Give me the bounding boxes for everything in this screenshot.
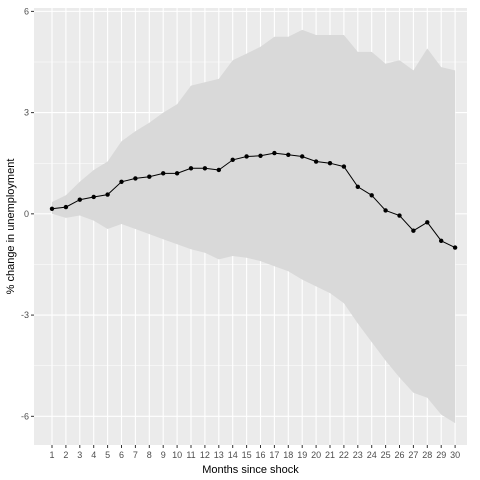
x-axis-ticks: 1 2 3 4 5 6 7 8 9 10 11 12 13 14 15 16 17 18 19 20 21 22 23 24 2… (49, 445, 460, 460)
data-point (397, 213, 402, 218)
data-point (300, 154, 305, 159)
x-tick-label: 16 (255, 450, 265, 460)
data-point (77, 197, 83, 202)
x-tick-label: 9 (161, 450, 166, 460)
x-tick-label: 7 (133, 450, 138, 460)
x-tick-label: 28 (422, 450, 432, 460)
data-point (369, 193, 374, 198)
x-tick-label: 17 (269, 450, 279, 460)
data-point (341, 164, 347, 169)
x-tick-label: 20 (311, 450, 321, 460)
x-tick-label: 2 (63, 450, 68, 460)
data-point (119, 179, 124, 184)
x-tick-label: 5 (105, 450, 110, 460)
data-point (327, 161, 333, 166)
x-tick-label: 24 (367, 450, 377, 460)
data-point (258, 153, 263, 159)
x-tick-label: 1 (49, 450, 54, 460)
data-points (49, 150, 458, 250)
x-axis-title: Months since shock (202, 464, 299, 476)
y-axis-ticks: -6 -3 0 3 6 (21, 6, 34, 421)
x-tick-label: 19 (297, 450, 307, 460)
data-point (383, 208, 388, 213)
data-point (286, 152, 291, 157)
data-point (439, 238, 444, 244)
data-point (244, 154, 249, 159)
x-tick-label: 6 (119, 450, 124, 460)
data-point (49, 206, 55, 211)
x-tick-label: 12 (200, 450, 210, 460)
series-line (51, 152, 456, 249)
y-tick-label: 3 (24, 108, 29, 118)
x-tick-label: 21 (325, 450, 335, 460)
data-point (133, 176, 138, 181)
data-point (202, 166, 208, 171)
confidence-band (52, 29, 456, 424)
x-tick-label: 22 (339, 450, 349, 460)
data-point (105, 192, 110, 197)
data-point (272, 150, 277, 156)
x-tick-label: 27 (408, 450, 418, 460)
data-point (452, 245, 458, 250)
data-point (230, 157, 235, 163)
data-point (147, 174, 152, 179)
x-tick-label: 23 (353, 450, 363, 460)
y-axis-title: % change in unemployment (5, 159, 17, 295)
y-tick-label: -6 (21, 411, 29, 421)
data-point (188, 166, 194, 171)
x-tick-label: 3 (77, 450, 82, 460)
x-tick-label: 10 (172, 450, 182, 460)
data-point (355, 184, 360, 190)
data-point (91, 194, 96, 200)
data-point (161, 171, 166, 176)
x-tick-label: 26 (394, 450, 404, 460)
y-tick-label: 6 (24, 6, 29, 16)
y-tick-label: -3 (21, 310, 29, 320)
x-tick-label: 4 (91, 450, 96, 460)
x-tick-label: 14 (228, 450, 238, 460)
data-point (216, 167, 221, 173)
x-tick-label: 11 (186, 450, 195, 460)
data-point (313, 159, 319, 164)
x-tick-label: 15 (242, 450, 252, 460)
data-point (425, 220, 430, 225)
x-tick-label: 18 (283, 450, 293, 460)
x-tick-label: 29 (436, 450, 446, 460)
x-tick-label: 13 (214, 450, 224, 460)
x-tick-label: 30 (450, 450, 460, 460)
y-tick-label: 0 (24, 209, 29, 219)
x-tick-label: 8 (147, 450, 152, 460)
x-tick-label: 25 (381, 450, 391, 460)
data-point (411, 228, 416, 233)
data-point (63, 204, 69, 210)
data-point (174, 171, 180, 176)
